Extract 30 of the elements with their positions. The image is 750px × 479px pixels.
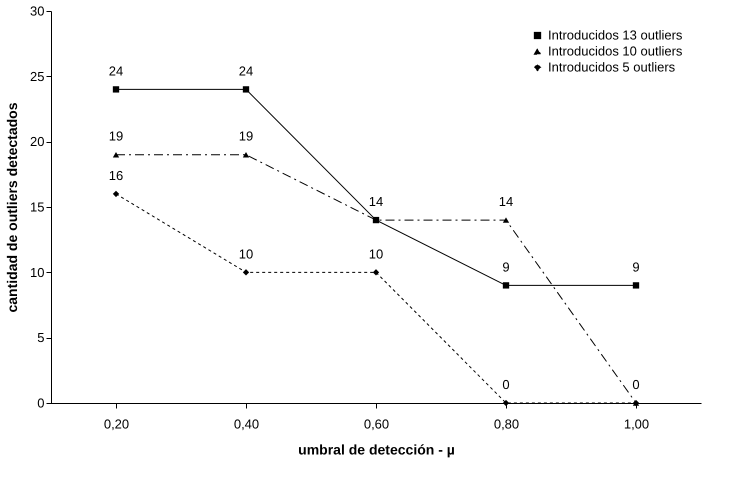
y-tick-label: 25 [30,68,44,84]
legend-label: Introducidos 5 outliers [548,60,676,74]
y-tick-label: 20 [30,134,44,150]
data-label: 0 [502,377,510,392]
data-label: 19 [238,128,254,144]
x-axis-title: umbral de detección - µ [298,442,455,458]
y-tick-label: 30 [30,4,44,18]
x-tick-label: 0,40 [234,416,260,432]
y-tick-label: 0 [37,396,44,410]
legend-label: Introducidos 10 outliers [548,44,683,58]
y-tick-label: 10 [30,264,44,280]
x-tick-label: 0,60 [364,416,390,432]
data-label: 0 [632,377,640,392]
data-label: 19 [108,128,124,144]
data-label: 10 [368,246,384,262]
x-tick-label: 1,00 [624,416,650,432]
data-label: 16 [108,168,124,183]
data-label: 24 [108,63,124,78]
data-label: 9 [632,259,640,274]
data-label: 14 [368,194,384,210]
x-tick-label: 0,20 [104,416,130,432]
data-label: 24 [238,63,254,78]
y-axis-title: cantidad de outliers detectados [4,102,20,313]
legend-label: Introducidos 13 outliers [548,28,683,42]
y-tick-label: 5 [37,330,44,346]
data-label: 10 [238,246,254,262]
data-label: 9 [502,259,510,274]
x-tick-label: 0,80 [494,416,520,432]
y-tick-label: 15 [30,200,44,214]
data-label: 14 [498,194,514,210]
